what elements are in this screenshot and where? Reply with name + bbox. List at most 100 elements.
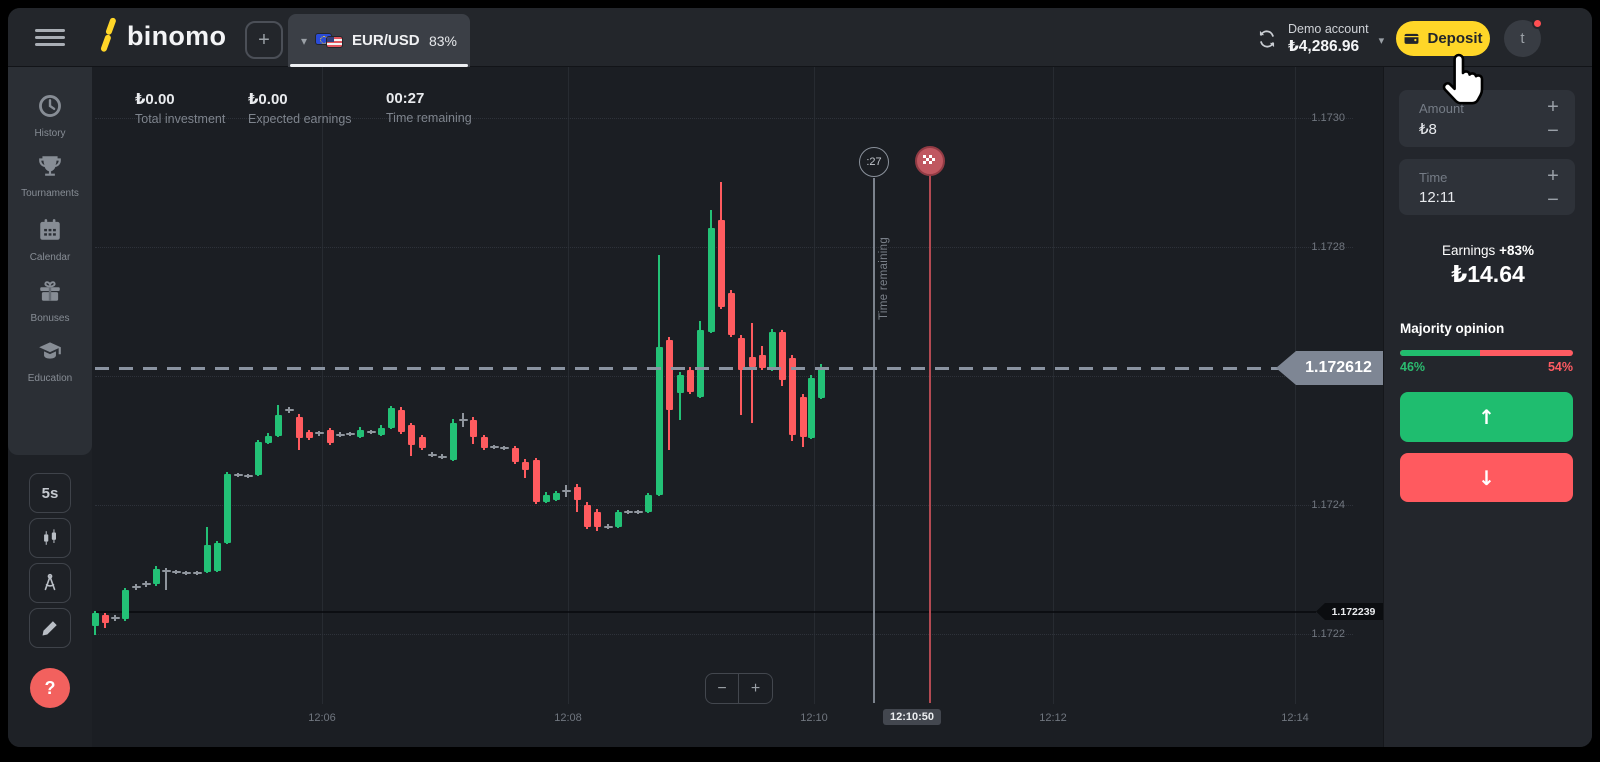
grid-vline [1295, 67, 1296, 704]
notification-dot [1532, 18, 1543, 29]
put-down-button[interactable]: ↓ [1400, 453, 1573, 502]
sidebar-item-education[interactable]: Education [8, 338, 92, 384]
time-increase-button[interactable]: + [1541, 164, 1565, 188]
earnings-percent: +83% [1499, 243, 1534, 258]
time-remaining-badge: :27 [859, 147, 889, 177]
time-axis-label: 12:12 [1039, 712, 1067, 724]
sidebar-item-tournaments[interactable]: Tournaments [8, 153, 92, 199]
logo-text: binomo [127, 20, 227, 51]
earnings-label: Earnings [1442, 243, 1496, 258]
zoom-out-button[interactable]: − [706, 674, 739, 703]
tool-chart-type-button[interactable] [29, 518, 71, 558]
candle [335, 434, 345, 436]
sidebar-item-history[interactable]: History [8, 93, 92, 139]
earnings-value: ₺14.64 [1451, 261, 1525, 287]
logo-bolt-icon [100, 17, 116, 52]
candle [707, 228, 715, 332]
tournaments-icon [8, 153, 92, 184]
time-field[interactable]: Time 12:11 + − [1399, 159, 1575, 215]
majority-up-fill [1400, 350, 1480, 356]
sidebar-item-bonuses[interactable]: Bonuses [8, 278, 92, 324]
candle [480, 437, 488, 448]
time-decrease-button[interactable]: − [1541, 188, 1565, 212]
deposit-button[interactable]: Deposit [1396, 21, 1490, 56]
candle [161, 570, 171, 572]
account-switcher[interactable]: Demo account ₺4,286.96 ▾ [1256, 22, 1384, 56]
candle [223, 474, 231, 543]
candle [665, 340, 673, 410]
time-value[interactable]: 12:11 [1419, 189, 1456, 206]
add-asset-button[interactable]: + [245, 21, 283, 59]
currency-pair-flags-icon [315, 32, 344, 50]
refresh-icon[interactable] [1256, 28, 1278, 50]
tool-drawing-button[interactable] [29, 608, 71, 648]
candle [644, 495, 652, 512]
sidebar-nav-panel: History Tournaments Calendar Bonuses Educati… [8, 67, 92, 455]
candle [437, 456, 447, 458]
tool-timeframe-button[interactable]: 5s [29, 473, 71, 513]
candle [676, 375, 684, 393]
majority-opinion-label: Majority opinion [1400, 321, 1505, 336]
avatar[interactable]: t [1504, 18, 1543, 57]
amount-label: Amount [1419, 101, 1464, 116]
candle [458, 419, 468, 421]
amount-value[interactable]: ₺8 [1419, 121, 1437, 138]
candle [778, 332, 786, 380]
us-flag-icon [326, 35, 344, 48]
candle [284, 409, 294, 411]
chevron-down-icon[interactable]: ▾ [301, 33, 308, 48]
candle [788, 358, 796, 435]
candle [192, 572, 202, 574]
candle [737, 338, 745, 370]
candle [593, 512, 601, 527]
candle [758, 355, 766, 368]
candle [573, 487, 581, 500]
candle [521, 462, 529, 470]
chart-area[interactable]: ₺0.00 Total investment ₺0.00 Expected earni… [92, 67, 1383, 747]
tool-indicators-button[interactable] [29, 563, 71, 603]
candle [181, 572, 191, 574]
asset-tab[interactable]: ▾ EUR/USD 83% [288, 14, 470, 67]
candle [717, 220, 725, 307]
amount-decrease-button[interactable]: − [1541, 119, 1565, 143]
grid-vline [814, 67, 815, 704]
current-price-line [95, 367, 1368, 370]
majority-percentages: 46% 54% [1400, 360, 1573, 374]
amount-field[interactable]: Amount ₺8 + − [1399, 90, 1575, 147]
candle [623, 511, 633, 513]
stat-value: ₺0.00 [135, 91, 175, 108]
candle [233, 474, 243, 476]
candle [427, 454, 437, 456]
price-axis-label: 1.1730 [1311, 112, 1345, 124]
account-chevron-down-icon[interactable]: ▾ [1378, 34, 1385, 47]
menu-button[interactable] [35, 29, 65, 46]
asset-payout-label: 83% [428, 32, 457, 49]
bonuses-icon [8, 278, 92, 309]
candle-wick [165, 568, 167, 590]
expiry-flag-icon [915, 146, 945, 176]
support-price-tag: 1.172239 [1316, 603, 1383, 620]
candle [366, 431, 376, 433]
asset-pair-label: EUR/USD [352, 32, 420, 49]
expiry-line [929, 176, 931, 703]
sidebar: History Tournaments Calendar Bonuses Educati… [8, 67, 92, 747]
deposit-label: Deposit [1427, 30, 1483, 47]
candle [152, 569, 160, 584]
zoom-in-button[interactable]: + [739, 674, 772, 703]
sidebar-item-calendar[interactable]: Calendar [8, 217, 92, 263]
stat-1: ₺0.00 Expected earnings [248, 90, 352, 126]
topbar: binomo + ▾ EUR/USD 83% Demo acc [8, 8, 1592, 67]
support-price-line [95, 611, 1316, 613]
candle [542, 495, 550, 502]
candle [469, 420, 477, 437]
candle [121, 590, 129, 619]
majority-down-percent: 54% [1547, 360, 1573, 374]
candle [274, 415, 282, 436]
price-axis-label: 1.1728 [1311, 241, 1345, 253]
sidebar-item-label: History [34, 128, 66, 139]
help-button[interactable]: ? [30, 668, 70, 708]
stat-0: ₺0.00 Total investment [135, 90, 225, 126]
call-up-button[interactable]: ↑ [1400, 392, 1573, 442]
account-balance: ₺4,286.96 [1288, 38, 1360, 55]
amount-increase-button[interactable]: + [1541, 95, 1565, 119]
